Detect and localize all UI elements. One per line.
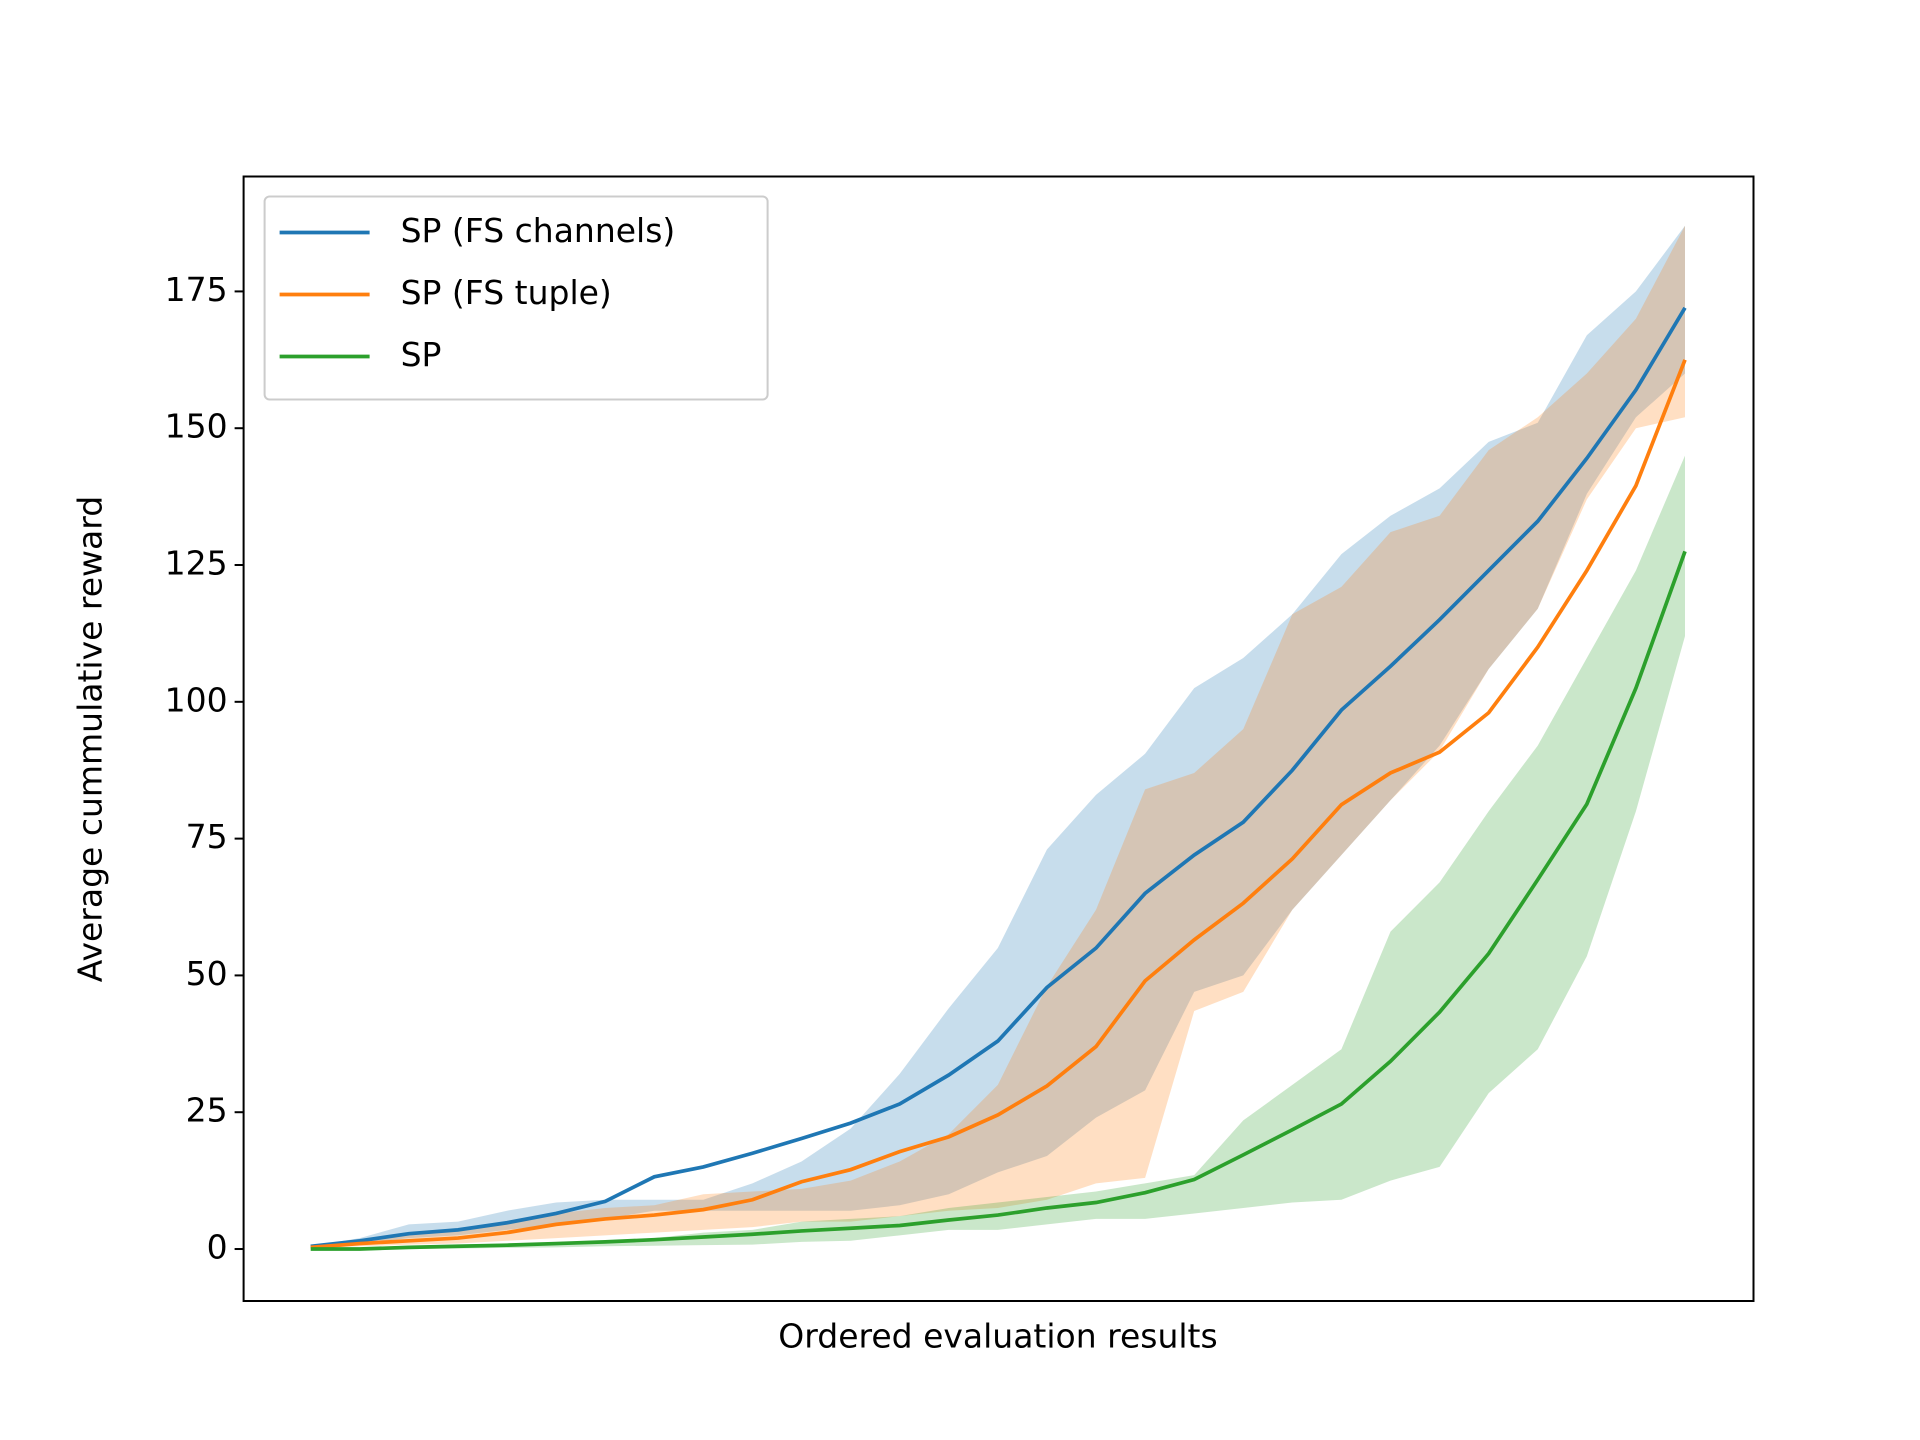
- y-tick-label: 100: [165, 680, 228, 719]
- y-tick-label: 150: [165, 407, 228, 446]
- y-tick-label: 50: [186, 954, 228, 993]
- x-axis-label: Ordered evaluation results: [778, 1317, 1217, 1356]
- y-tick-label: 25: [186, 1091, 228, 1130]
- legend-box: [263, 195, 769, 401]
- legend-label: SP (FS channels): [401, 211, 676, 250]
- legend-label: SP: [401, 335, 442, 374]
- series-line: [310, 550, 1687, 1251]
- legend-label: SP (FS tuple): [401, 273, 612, 312]
- y-tick-label: 0: [207, 1228, 228, 1267]
- y-tick-label: 125: [165, 544, 228, 583]
- confidence-band: [310, 225, 1686, 1248]
- y-tick-label: 175: [165, 270, 228, 309]
- y-tick-label: 75: [186, 817, 228, 856]
- confidence-band: [310, 455, 1686, 1250]
- series-line: [310, 306, 1687, 1249]
- series-line: [310, 359, 1687, 1250]
- plot-frame: [242, 175, 1755, 1302]
- y-axis-label: Average cummulative reward: [71, 496, 110, 982]
